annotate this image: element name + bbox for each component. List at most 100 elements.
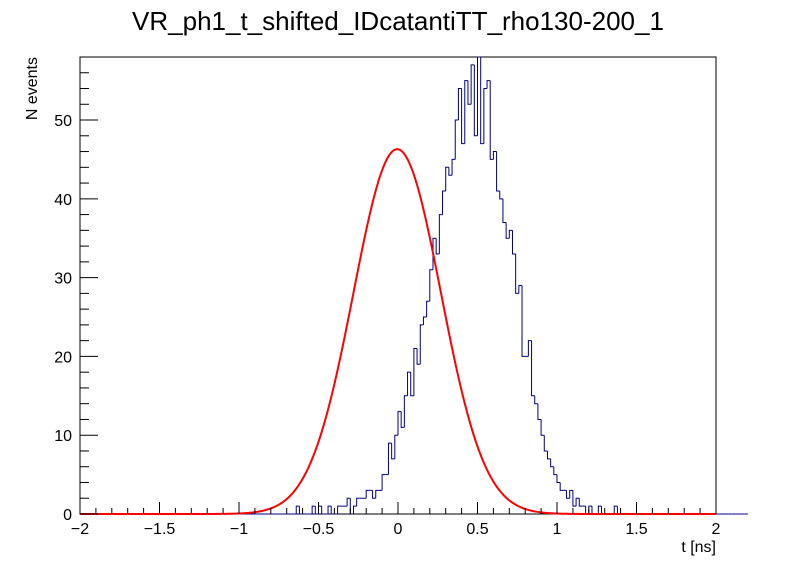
histogram-bin [356, 497, 360, 507]
histogram-bin [448, 167, 453, 176]
histogram-bin [521, 285, 526, 357]
histogram-bin [394, 434, 398, 459]
histogram-bin [473, 64, 478, 137]
histogram-bin [597, 505, 602, 514]
histogram-bin [575, 497, 580, 507]
y-tick-label: 40 [54, 192, 72, 209]
histogram-bin [566, 490, 570, 499]
y-tick-label: 20 [54, 349, 72, 366]
histogram-bin [442, 190, 446, 215]
x-tick-label: 0 [394, 521, 403, 538]
histogram-bin [467, 80, 472, 105]
histogram-bin [410, 372, 414, 397]
histogram-bin [445, 166, 449, 191]
y-axis-label: N events [24, 57, 41, 120]
histogram-bin [534, 395, 538, 405]
histogram-bin [559, 482, 564, 491]
histogram-bin [435, 238, 440, 255]
x-tick-label: 1.5 [625, 521, 647, 538]
histogram-bin [489, 80, 494, 160]
histogram-bin [461, 88, 465, 145]
x-tick-label: −1 [230, 521, 248, 538]
histogram-bin [311, 505, 316, 514]
x-axis: −2 −1.5 −1 −0.5 0 0.5 1 1.5 2 [71, 502, 721, 538]
histogram-bin [330, 506, 335, 515]
histogram-bin [492, 151, 497, 160]
histogram-bin [372, 490, 376, 499]
x-tick-label: 2 [712, 521, 721, 538]
histogram-bin [537, 403, 542, 420]
fit-curve [80, 148, 716, 515]
plot-frame [79, 56, 717, 515]
x-tick-label: 1 [553, 521, 562, 538]
histogram-bin [375, 489, 379, 499]
histogram-bin [346, 497, 351, 507]
histogram-bin [381, 474, 386, 491]
histogram-bin [540, 419, 545, 436]
histogram-bin [352, 505, 357, 514]
histogram-bin [298, 506, 303, 515]
y-tick-label: 30 [54, 271, 72, 288]
histogram-bin [337, 505, 341, 514]
histogram-bin [572, 490, 577, 507]
histogram-bin [499, 190, 503, 200]
histogram-bin [518, 285, 523, 294]
histogram-bin [508, 229, 513, 239]
histogram-bin [569, 489, 573, 499]
histogram-bin [451, 158, 456, 176]
histogram-bin [365, 489, 370, 499]
histogram-bin [486, 80, 491, 89]
histogram-bin [422, 316, 427, 325]
histogram-bin [429, 269, 433, 302]
histogram-bin [327, 505, 332, 514]
x-tick-label: 0.5 [466, 521, 488, 538]
histogram-bin [438, 214, 443, 254]
x-tick-label: −2 [71, 521, 89, 538]
y-tick-label: 50 [54, 113, 72, 130]
histogram-bin [426, 300, 430, 318]
x-tick-label: −0.5 [303, 521, 335, 538]
x-tick-label: −1.5 [144, 521, 176, 538]
histogram-bin [470, 64, 475, 105]
y-axis: 0 10 20 30 40 50 [54, 56, 98, 524]
histogram-bin [591, 506, 596, 515]
histogram-bin [400, 411, 405, 428]
histogram-bin [387, 442, 392, 475]
histogram-bin [496, 151, 500, 192]
histogram-bin [407, 371, 411, 396]
histogram-bin [502, 198, 507, 223]
histogram-bin [477, 56, 481, 136]
x-axis-label: t [ns] [681, 539, 716, 556]
histogram-bin [416, 348, 421, 365]
histogram-bin [505, 222, 510, 239]
histogram-bin [457, 88, 462, 121]
histogram-bin [531, 340, 535, 397]
histogram-bin [413, 348, 418, 396]
histogram-bin [295, 505, 300, 514]
histogram-bin [556, 474, 561, 483]
y-tick-label: 10 [54, 428, 72, 445]
histogram-bin [515, 253, 519, 294]
histogram-bin [391, 443, 395, 460]
histogram-bin [613, 505, 618, 514]
y-tick-label: 0 [63, 507, 72, 524]
histogram-series [80, 56, 748, 515]
histogram-bin [321, 506, 325, 515]
histogram-bin [397, 411, 402, 436]
histogram-bin [511, 230, 516, 255]
histogram-bin [553, 466, 557, 476]
histogram-bin [314, 506, 319, 515]
histogram-bin [483, 88, 488, 144]
histogram-bin [419, 324, 424, 365]
histogram-bin [464, 80, 468, 144]
fit-curve-series [80, 148, 716, 515]
histogram-bin [578, 498, 583, 507]
histogram-bin [527, 340, 532, 357]
histogram-bin [403, 395, 408, 428]
histogram-bin [546, 450, 551, 460]
histogram-bin [550, 458, 554, 468]
histogram-bin [543, 435, 548, 452]
histogram-bin [454, 119, 459, 160]
histogram-bin [432, 237, 437, 270]
